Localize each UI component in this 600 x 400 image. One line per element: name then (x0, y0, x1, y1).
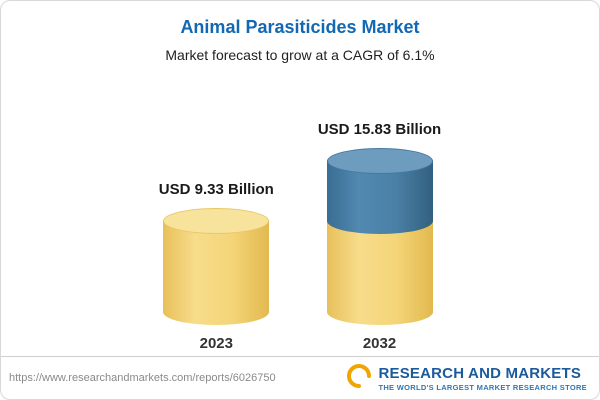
chart-header: Animal Parasiticides Market Market forec… (1, 1, 599, 63)
report-url-link[interactable]: https://www.researchandmarkets.com/repor… (9, 372, 276, 384)
logo-text-block: RESEARCH AND MARKETS THE WORLD'S LARGEST… (378, 365, 587, 392)
value-label-2032: USD 15.83 Billion (317, 120, 442, 138)
category-label-2032: 2032 (362, 335, 397, 352)
footer: https://www.researchandmarkets.com/repor… (1, 356, 599, 399)
chart-subtitle: Market forecast to grow at a CAGR of 6.1… (165, 47, 435, 63)
chart-title: Animal Parasiticides Market (180, 17, 420, 37)
researchandmarkets-logo[interactable]: RESEARCH AND MARKETS THE WORLD'S LARGEST… (346, 363, 587, 394)
bar-2023 (163, 207, 270, 325)
cylinder-top-2023 (163, 207, 270, 234)
cylinder-base-segment-2032 (326, 220, 433, 325)
bar-chart: USD 9.33 Billion 2023 USD 15.83 Billion … (1, 63, 599, 356)
logo-name: RESEARCH AND MARKETS (378, 364, 582, 382)
cylinder-growth-segment-2032 (326, 147, 433, 234)
logo-swoosh-icon (346, 363, 372, 394)
bar-2032 (326, 147, 433, 325)
logo-tagline: THE WORLD'S LARGEST MARKET RESEARCH STOR… (378, 382, 587, 392)
cylinder-top-2032 (326, 147, 433, 174)
value-label-2023: USD 9.33 Billion (158, 180, 274, 198)
category-label-2023: 2023 (199, 335, 233, 352)
cylinder-body-2023 (163, 220, 270, 325)
bar-group-2032: USD 15.83 Billion 2032 (318, 121, 441, 352)
bar-group-2023: USD 9.33 Billion 2023 (159, 181, 274, 352)
